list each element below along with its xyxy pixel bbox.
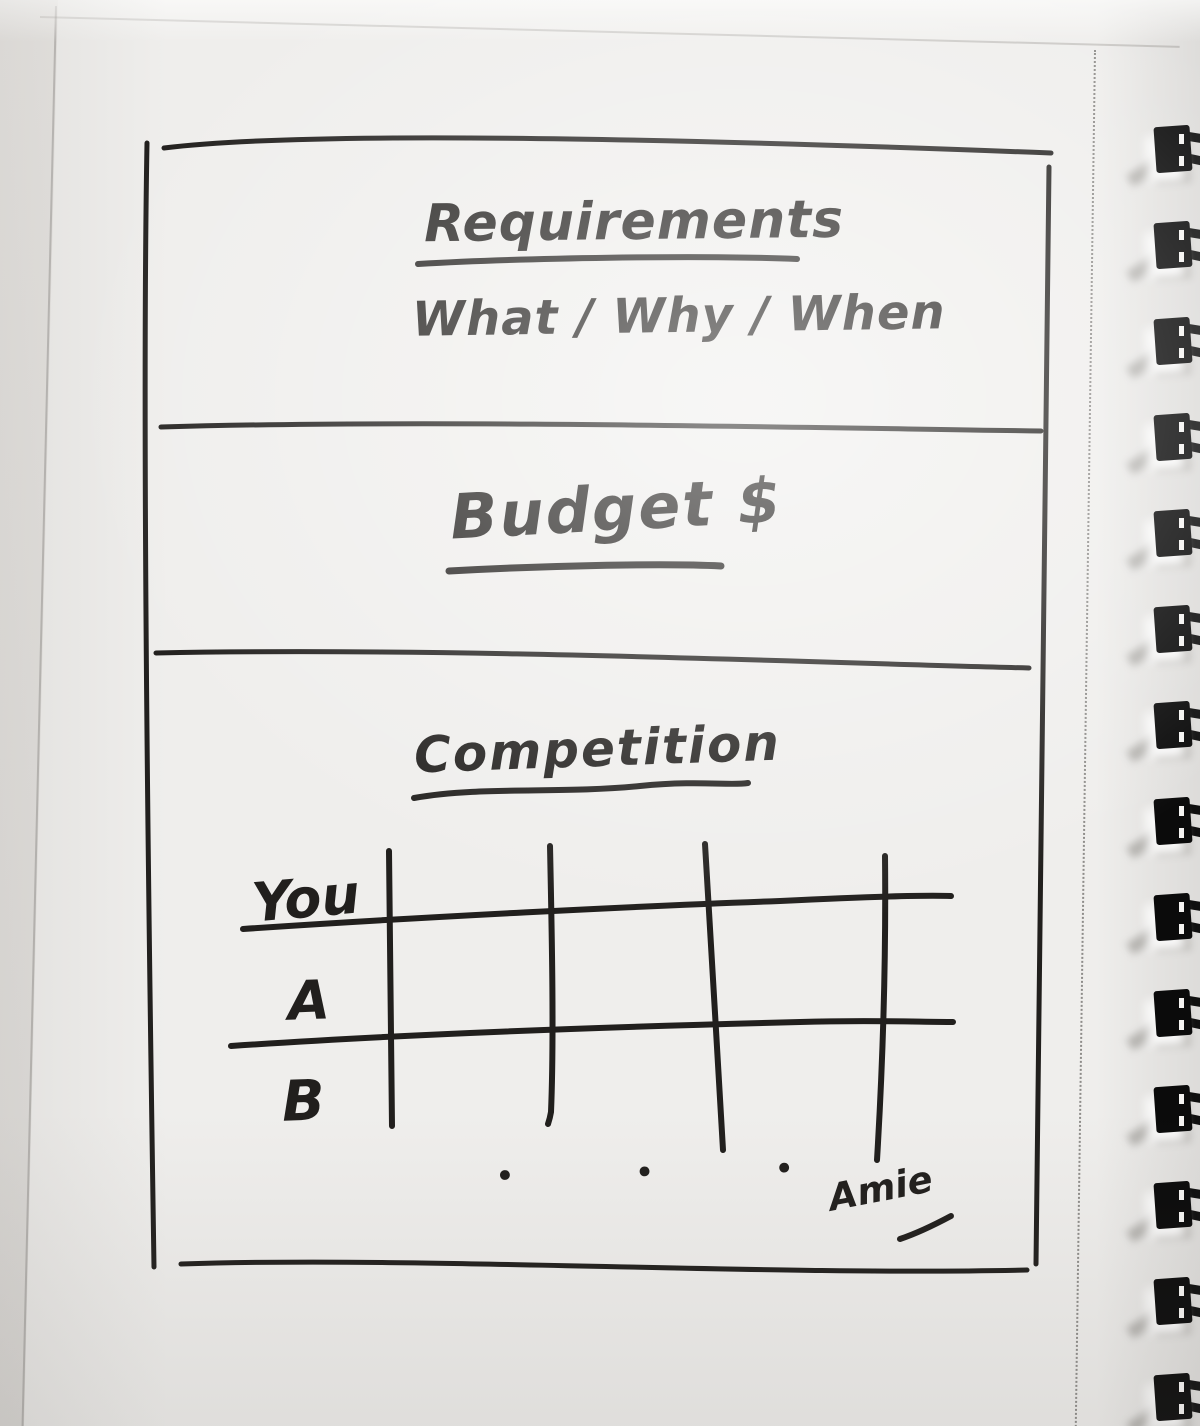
divider-requirements-budget [158, 421, 1044, 434]
spiral-clip-block [1153, 604, 1193, 654]
clip-slit [1179, 1116, 1184, 1126]
clip-slit [1179, 348, 1184, 358]
spiral-clip-block [1153, 796, 1193, 846]
spiral-clip [1126, 604, 1200, 667]
spiral-clip-block [1153, 1180, 1193, 1230]
clip-slit [1179, 828, 1184, 838]
spiral-clip [1126, 892, 1200, 955]
signature-underline [897, 1213, 954, 1242]
divider-budget-competition [153, 649, 1032, 671]
clip-slit [1179, 924, 1184, 934]
grid-horizontal-line-2 [228, 1018, 956, 1049]
clip-slit [1179, 710, 1184, 720]
requirements-underline [415, 254, 800, 267]
spiral-clip-block [1153, 988, 1193, 1038]
table-row-label-a: A [286, 968, 331, 1033]
spiral-clip [1126, 1276, 1200, 1339]
clip-slit [1179, 614, 1184, 624]
clip-slit [1179, 1094, 1184, 1104]
spiral-clip-block [1153, 508, 1193, 558]
frame-right-border [1033, 164, 1052, 1267]
clip-slit [1179, 444, 1184, 454]
clip-slit [1179, 1020, 1184, 1030]
clip-slit [1179, 902, 1184, 912]
grid-vertical-line-2 [545, 843, 556, 1127]
section-title-budget: Budget $ [448, 463, 785, 554]
spiral-clip [1126, 1372, 1200, 1426]
spiral-clip-block [1153, 1372, 1193, 1422]
frame-top-border [161, 135, 1054, 156]
spiral-clip-block [1153, 124, 1193, 174]
spiral-clip-block [1153, 700, 1193, 750]
clip-slit [1179, 732, 1184, 742]
spiral-clip-block [1153, 1276, 1193, 1326]
spiral-clip [1126, 1084, 1200, 1147]
clip-slit [1179, 518, 1184, 528]
table-row-label-b: B [280, 1068, 326, 1135]
clip-slit [1179, 636, 1184, 646]
spiral-clip [1126, 124, 1200, 187]
table-row-label-you: You [249, 862, 363, 935]
spiral-clip [1126, 700, 1200, 763]
grid-vertical-line-3 [702, 841, 726, 1153]
clip-slit [1179, 1286, 1184, 1296]
spiral-clip-block [1153, 1084, 1193, 1134]
clip-slit [1179, 806, 1184, 816]
clip-slit [1179, 998, 1184, 1008]
clip-slit [1179, 422, 1184, 432]
spiral-clip [1126, 508, 1200, 571]
clip-slit [1179, 230, 1184, 240]
spiral-clip [1126, 412, 1200, 475]
spiral-clip [1126, 1180, 1200, 1243]
clip-slit [1179, 326, 1184, 336]
clip-slit [1179, 1308, 1184, 1318]
clip-slit [1179, 134, 1184, 144]
section-title-competition: Competition [413, 713, 782, 785]
clip-slit [1179, 1190, 1184, 1200]
spiral-clip [1126, 316, 1200, 379]
spiral-clip-block [1153, 220, 1193, 270]
competition-underline [411, 780, 751, 801]
clip-slit [1179, 1212, 1184, 1222]
grid-vertical-line-4 [874, 853, 889, 1163]
clip-slit [1179, 156, 1184, 166]
grid-vertical-line-1 [386, 848, 395, 1129]
clip-slit [1179, 252, 1184, 262]
requirements-subtitle-what-why-when: What / Why / When [411, 284, 946, 348]
budget-underline [445, 561, 725, 575]
spiral-clip-block [1153, 316, 1193, 366]
frame-bottom-border [178, 1259, 1030, 1274]
spiral-clip [1126, 988, 1200, 1051]
clip-slit [1179, 1382, 1184, 1392]
clip-slit [1179, 1404, 1184, 1414]
spiral-clip [1126, 220, 1200, 283]
clip-slit [1179, 540, 1184, 550]
frame-left-border [142, 140, 157, 1270]
section-title-requirements: Requirements [423, 189, 845, 255]
spiral-clip-block [1153, 892, 1193, 942]
spiral-clip [1126, 796, 1200, 859]
spiral-clip-block [1153, 412, 1193, 462]
